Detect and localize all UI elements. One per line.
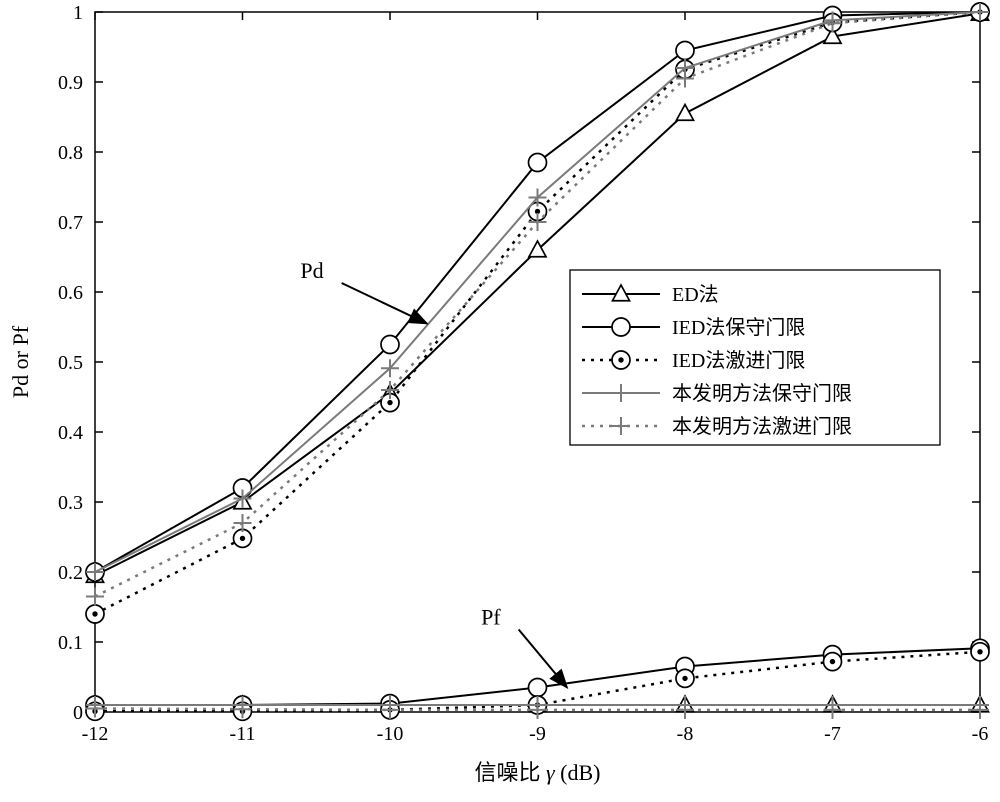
annotation-arrow <box>519 630 567 688</box>
annotation-label: Pd <box>300 258 323 283</box>
legend-label: IED法保守门限 <box>672 316 805 339</box>
y-tick-label: 0.1 <box>58 632 83 654</box>
chart-svg: -12 -11 -10 -9 -8 -7 -6 0 0.1 0.2 0.3 0.4 0.5 0.6 0.7 0… <box>0 0 1000 802</box>
y-tick-label: 0.8 <box>58 142 83 164</box>
x-axis-label: 信噪比 γ (dB) <box>474 760 600 785</box>
series <box>86 700 989 719</box>
legend-label: 本发明方法激进门限 <box>672 415 852 438</box>
x-tick-label: -8 <box>677 723 694 745</box>
x-tick-label: -11 <box>230 723 256 745</box>
y-tick-label: 0.9 <box>58 72 83 94</box>
y-tick-label: 0.7 <box>58 212 83 234</box>
x-tick-label: -12 <box>82 723 109 745</box>
annotation-label: Pf <box>481 605 501 630</box>
x-tick-label: -6 <box>972 723 989 745</box>
y-axis-label: Pd or Pf <box>8 325 33 398</box>
legend-label: 本发明方法保守门限 <box>672 382 852 405</box>
y-tick-label: 0.4 <box>58 422 83 444</box>
x-tick-label: -7 <box>824 723 841 745</box>
y-tick-label: 0.6 <box>58 282 83 304</box>
annotation-arrow <box>342 283 427 324</box>
y-tick-label: 0.5 <box>58 352 83 374</box>
x-tick-label: -10 <box>377 723 404 745</box>
y-tick-label: 0.3 <box>58 492 83 514</box>
x-tick-label: -9 <box>529 723 546 745</box>
y-tick-label: 1 <box>73 2 83 24</box>
y-tick-label: 0 <box>73 702 83 724</box>
legend-label: IED法激进门限 <box>672 349 805 372</box>
legend-label: ED法 <box>672 283 719 306</box>
y-tick-label: 0.2 <box>58 562 83 584</box>
